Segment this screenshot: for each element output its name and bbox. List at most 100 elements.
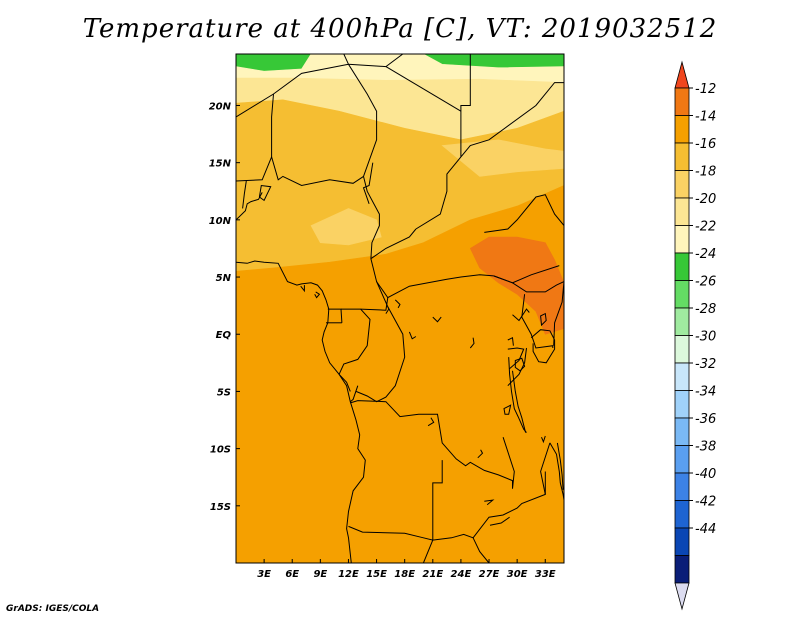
temperature-field bbox=[236, 54, 564, 563]
colorbar-label: -24 bbox=[695, 247, 716, 262]
colorbar-label: -22 bbox=[695, 220, 716, 235]
colorbar-swatch bbox=[674, 142, 690, 171]
country-border bbox=[540, 442, 551, 495]
coastline bbox=[236, 192, 263, 221]
country-border bbox=[493, 265, 560, 284]
x-tick-label: 9E bbox=[313, 569, 327, 580]
coastline bbox=[489, 516, 510, 526]
colorbar-swatch bbox=[674, 252, 690, 281]
colorbar-label: -34 bbox=[695, 385, 716, 400]
country-border bbox=[370, 228, 417, 260]
lake-outline bbox=[514, 357, 526, 372]
colorbar-label: -44 bbox=[695, 522, 716, 537]
colorbar-label: -26 bbox=[695, 275, 716, 290]
colorbar-swatch bbox=[674, 307, 690, 336]
coastline bbox=[469, 337, 475, 349]
colorbar-label: -40 bbox=[695, 467, 716, 482]
country-border bbox=[472, 537, 490, 563]
plot-frame bbox=[235, 53, 565, 564]
country-border bbox=[385, 66, 462, 112]
colorbar-label: -30 bbox=[695, 330, 716, 345]
colorbar-label: -32 bbox=[695, 357, 716, 372]
country-border bbox=[327, 308, 343, 323]
country-border bbox=[343, 54, 404, 68]
coastline bbox=[236, 260, 366, 563]
y-tick-label: 20N bbox=[209, 101, 232, 112]
lake-outline bbox=[503, 404, 512, 415]
country-border bbox=[507, 347, 525, 369]
y-tick-label: EQ bbox=[216, 330, 232, 341]
colorbar-swatch bbox=[674, 527, 690, 556]
country-border bbox=[349, 385, 359, 403]
colorbar-bottom-arrow bbox=[674, 582, 690, 611]
coastline bbox=[512, 308, 530, 322]
country-border bbox=[460, 82, 564, 158]
country-border bbox=[553, 281, 564, 346]
colorbar-swatch bbox=[674, 225, 690, 254]
colorbar-label: -36 bbox=[695, 412, 716, 427]
colorbar-swatch bbox=[674, 197, 690, 226]
coastline bbox=[432, 316, 442, 323]
coastline bbox=[549, 442, 564, 501]
coastline bbox=[512, 370, 527, 433]
colorbar-swatch bbox=[674, 390, 690, 419]
coastline bbox=[530, 329, 556, 364]
temperature-region bbox=[441, 139, 564, 177]
colorbar-swatch bbox=[674, 555, 690, 584]
y-tick-label: 5N bbox=[216, 273, 232, 284]
colorbar-label: -18 bbox=[695, 165, 716, 180]
coastline bbox=[507, 336, 514, 346]
colorbar-swatch bbox=[674, 500, 690, 529]
country-border bbox=[236, 155, 364, 187]
country-border bbox=[521, 294, 554, 349]
country-border bbox=[341, 297, 389, 311]
colorbar-label: -42 bbox=[695, 495, 716, 510]
x-tick-label: 21E bbox=[422, 569, 443, 580]
colorbar-label: -12 bbox=[695, 82, 716, 97]
country-border bbox=[376, 274, 494, 299]
coastline bbox=[258, 184, 272, 202]
country-border bbox=[355, 306, 406, 403]
colorbar-swatch bbox=[674, 280, 690, 309]
x-tick-label: 3E bbox=[257, 569, 271, 580]
coastline bbox=[300, 285, 305, 293]
country-boundaries bbox=[236, 54, 564, 563]
country-border bbox=[423, 54, 471, 157]
colorbar-swatch bbox=[674, 335, 690, 364]
x-tick-label: 6E bbox=[285, 569, 299, 580]
map-axes: 3E 6E 9E 12E 15E 18E 21E 24E 27E 30E 33E 20N 15N 10N 5… bbox=[209, 101, 556, 580]
coastline bbox=[408, 331, 417, 340]
coastline bbox=[394, 299, 401, 309]
country-border bbox=[271, 93, 274, 157]
colorbar-swatch bbox=[674, 445, 690, 474]
colorbar-swatch bbox=[674, 417, 690, 446]
country-border bbox=[350, 400, 515, 489]
colorbar-label: -16 bbox=[695, 137, 716, 152]
y-tick-label: 15S bbox=[210, 502, 231, 513]
x-tick-label: 12E bbox=[338, 569, 359, 580]
country-border bbox=[236, 63, 349, 118]
x-tick-label: 33E bbox=[535, 569, 556, 580]
x-tick-label: 15E bbox=[366, 569, 387, 580]
country-border bbox=[422, 539, 434, 563]
colorbar-label: -14 bbox=[695, 110, 716, 125]
colorbar-label: -28 bbox=[695, 302, 716, 317]
colorbar-swatch bbox=[674, 362, 690, 391]
coastline bbox=[484, 499, 495, 506]
x-tick-label: 30E bbox=[507, 569, 528, 580]
coastline bbox=[556, 442, 564, 490]
coastline bbox=[362, 162, 374, 204]
credit-label: GrADS: IGES/COLA bbox=[6, 604, 100, 614]
country-border bbox=[338, 308, 371, 392]
x-tick-label: 24E bbox=[451, 569, 472, 580]
colorbar-swatch bbox=[674, 170, 690, 199]
colorbar-label: -20 bbox=[695, 192, 716, 207]
colorbar: -12 -14 -16 -18 -20 -22 -24 -26 -28 -30 -32 -34 -36 -… bbox=[674, 60, 716, 611]
colorbar-swatch bbox=[674, 87, 690, 116]
country-border bbox=[432, 460, 443, 541]
country-border bbox=[348, 525, 474, 541]
colorbar-label: -38 bbox=[695, 440, 716, 455]
coastline bbox=[242, 180, 247, 209]
y-tick-label: 5S bbox=[217, 387, 231, 398]
